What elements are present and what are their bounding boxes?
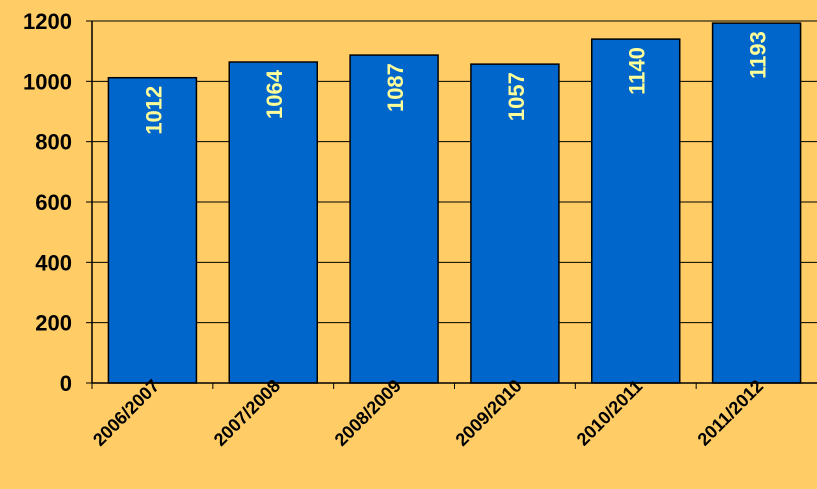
bar-2008-2009 [349, 54, 439, 384]
x-tick-label: 2010/2011 [573, 376, 647, 450]
data-label: 1057 [504, 72, 529, 121]
x-tick-label: 2007/2008 [210, 376, 284, 450]
data-label: 1064 [262, 69, 287, 119]
data-label: 1012 [141, 86, 166, 135]
y-tick-label: 600 [35, 190, 72, 215]
x-tick-label: 2006/2007 [89, 376, 163, 450]
y-tick-label: 200 [35, 311, 72, 336]
data-label: 1087 [383, 63, 408, 112]
y-tick-label: 1000 [23, 69, 72, 94]
bar-2010-2011 [591, 38, 681, 384]
x-tick-labels: 2006/2007 2007/2008 2008/2009 2009/2010 2010… [89, 376, 767, 450]
y-tick-labels: 0 200 400 600 800 1000 1200 [23, 9, 72, 396]
y-tick-label: 0 [60, 371, 72, 396]
x-tick-label: 2009/2010 [452, 376, 526, 450]
data-label: 1140 [625, 47, 650, 95]
gridlines [92, 20, 817, 324]
data-label: 1193 [746, 31, 771, 79]
y-tick-label: 400 [35, 250, 72, 275]
y-tick-label: 800 [35, 130, 72, 155]
axes [86, 20, 817, 389]
bar-2011-2012 [711, 22, 802, 384]
bar-2007-2008 [228, 61, 318, 384]
x-tick-label: 2011/2012 [694, 376, 768, 450]
x-tick-label: 2008/2009 [331, 376, 405, 450]
data-labels: 1012 1064 1087 1057 1140 1193 [141, 31, 770, 135]
bar-2009-2010 [470, 63, 560, 384]
bars [107, 22, 802, 384]
y-tick-label: 1200 [23, 9, 72, 34]
